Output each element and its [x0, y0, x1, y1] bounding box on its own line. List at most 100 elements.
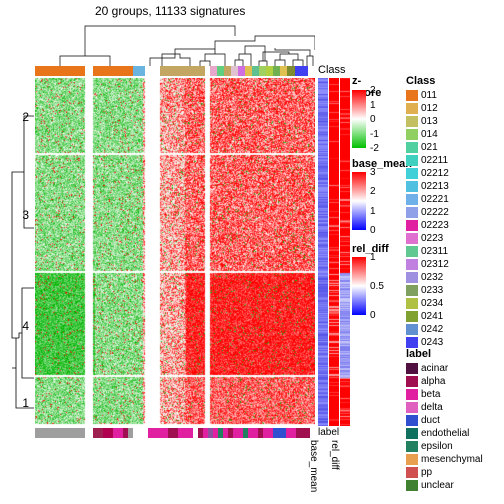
row-cluster-2: 2	[15, 110, 29, 124]
legend-swatch	[406, 194, 418, 205]
legend-item: 02312	[406, 258, 449, 271]
legend-swatch	[406, 454, 418, 465]
legend-item: mesenchymal	[406, 453, 483, 466]
legend-swatch	[406, 129, 418, 140]
legend-label: 02311	[421, 246, 448, 257]
base-mean-col-label: base_mean	[308, 440, 319, 492]
legend-label: 021	[421, 142, 438, 153]
legend-swatch	[406, 376, 418, 387]
cb-tick: 0.5	[370, 282, 384, 292]
label-band-label: label	[318, 427, 339, 438]
base-mean-track	[329, 78, 339, 426]
legend-item: 0232	[406, 271, 449, 284]
legend-item: 021	[406, 141, 449, 154]
legend-swatch	[406, 246, 418, 257]
legend-swatch	[406, 259, 418, 270]
legend-title: Class	[406, 75, 449, 87]
legend-swatch	[406, 272, 418, 283]
legend-swatch	[406, 480, 418, 491]
colorbar-z-score	[352, 90, 366, 148]
legend-label: delta	[421, 402, 443, 413]
legend-item: 02223	[406, 219, 449, 232]
legend-label: 014	[421, 129, 438, 140]
legend-item: beta	[406, 388, 483, 401]
row-cluster-labels: 2 3 4 1	[15, 78, 33, 426]
legend-item: 02212	[406, 167, 449, 180]
legend-item: endothelial	[406, 427, 483, 440]
legend-swatch	[406, 441, 418, 452]
legend-swatch	[406, 402, 418, 413]
legend-label: beta	[421, 389, 440, 400]
legend-item: unclear	[406, 479, 483, 492]
cb-tick: 0	[370, 311, 376, 321]
zscore-track	[318, 78, 328, 426]
legend-item: delta	[406, 401, 483, 414]
class-band-label: Class	[318, 64, 346, 76]
legend-swatch	[406, 337, 418, 348]
legend-label: 0243	[421, 337, 443, 348]
legend-swatch	[406, 467, 418, 478]
legend-swatch	[406, 428, 418, 439]
legend-label: 02223	[421, 220, 449, 231]
legend-item: acinar	[406, 362, 483, 375]
legend-item: duct	[406, 414, 483, 427]
cb-tick: 2	[370, 187, 376, 197]
cb-tick: 1	[370, 253, 376, 263]
legend-label: alpha	[421, 376, 445, 387]
legend-label: 02212	[421, 168, 449, 179]
legend-item: 0233	[406, 284, 449, 297]
legend-label: duct	[421, 415, 440, 426]
legend-label: 0223	[421, 233, 443, 244]
legend-label: 013	[421, 116, 438, 127]
heatmap-body	[35, 78, 315, 426]
cb-tick: 2	[370, 86, 376, 96]
legend-label: 0241	[421, 311, 443, 322]
class-color-band	[35, 66, 315, 76]
cb-tick: 0	[370, 115, 376, 125]
colorbar-base_mean	[352, 172, 366, 230]
legend-swatch	[406, 142, 418, 153]
legend-label: epsilon	[421, 441, 453, 452]
side-annotation-tracks	[318, 78, 350, 426]
legend-swatch	[406, 285, 418, 296]
legend-item: pp	[406, 466, 483, 479]
row-cluster-3: 3	[15, 208, 29, 222]
legend-label: unclear	[421, 480, 454, 491]
legend-item: 014	[406, 128, 449, 141]
legend-swatch	[406, 90, 418, 101]
legend-item: 02221	[406, 193, 449, 206]
legend-swatch	[406, 324, 418, 335]
row-cluster-4: 4	[15, 319, 29, 333]
legend-swatch	[406, 116, 418, 127]
cb-tick: -1	[370, 130, 379, 140]
legend-label: 02221	[421, 194, 449, 205]
legend-item: 013	[406, 115, 449, 128]
legend-item: 02213	[406, 180, 449, 193]
legend-item: epsilon	[406, 440, 483, 453]
col-dendrogram	[35, 16, 315, 66]
cb-tick: -2	[370, 144, 379, 154]
legend-swatch	[406, 415, 418, 426]
legend-label: 0233	[421, 285, 443, 296]
legend-label: 0242	[421, 324, 443, 335]
rel-diff-track	[340, 78, 350, 426]
rel-diff-col-label: rel_diff	[329, 440, 340, 470]
legend-swatch	[406, 220, 418, 231]
legend-label: endothelial	[421, 428, 469, 439]
legend-item: alpha	[406, 375, 483, 388]
cb-tick: 0	[370, 226, 376, 236]
legend-label: labelacinaralphabetadeltaductendothelial…	[406, 348, 483, 492]
legend-swatch	[406, 298, 418, 309]
legend-swatch	[406, 363, 418, 374]
legend-label: 0232	[421, 272, 443, 283]
row-cluster-1: 1	[15, 396, 29, 410]
legend-swatch	[406, 389, 418, 400]
cb-tick: 3	[370, 168, 376, 178]
legend-item: 011	[406, 89, 449, 102]
legend-label: 0234	[421, 298, 443, 309]
legend-swatch	[406, 155, 418, 166]
cb-tick: 1	[370, 101, 376, 111]
legend-item: 0242	[406, 323, 449, 336]
legend-swatch	[406, 181, 418, 192]
legend-swatch	[406, 233, 418, 244]
